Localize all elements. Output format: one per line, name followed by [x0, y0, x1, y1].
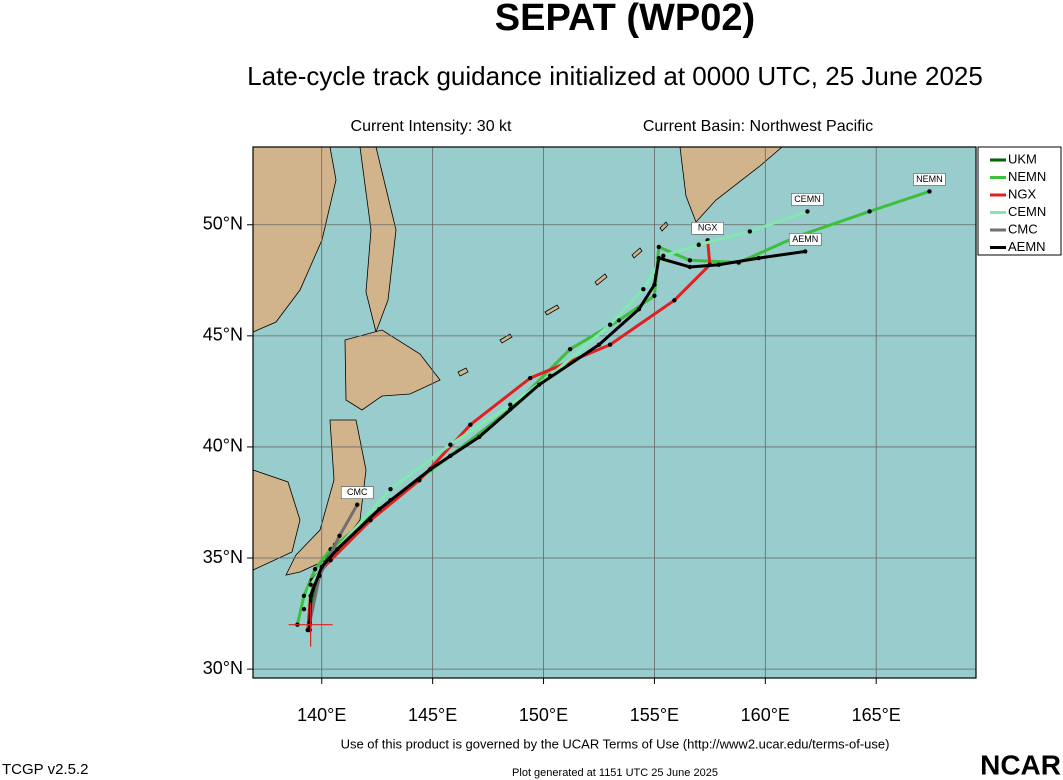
legend-label: NEMN — [1008, 169, 1046, 184]
track-point — [448, 442, 453, 447]
track-point — [756, 255, 761, 261]
track-point — [335, 546, 340, 552]
track-point — [307, 627, 312, 633]
track-point — [656, 244, 662, 250]
track-point — [428, 466, 433, 472]
track-point — [747, 229, 752, 234]
track-point — [377, 506, 382, 512]
x-tick-label: 140°E — [297, 705, 346, 725]
track-point — [641, 286, 646, 292]
terms: Use of this product is governed by the U… — [341, 736, 890, 751]
legend-label: UKM — [1008, 151, 1037, 166]
track-point — [337, 533, 342, 539]
track-label: AEMN — [792, 234, 818, 244]
x-tick-label: 155°E — [630, 705, 679, 725]
track-point — [301, 606, 307, 612]
track-point — [803, 249, 808, 254]
track-point — [468, 422, 473, 427]
legend: UKM NEMN NGX CEMN CMC AEMN — [977, 146, 1062, 256]
track-label: CEMN — [794, 194, 821, 204]
logo: NCAR — [980, 749, 1061, 780]
track-point — [388, 486, 393, 492]
track-point — [661, 253, 666, 259]
track-line — [295, 190, 930, 626]
track-point — [687, 264, 693, 270]
track-point — [652, 282, 657, 287]
track-point — [312, 566, 318, 572]
y-tick-label: 40°N — [203, 436, 243, 456]
track-point — [687, 258, 693, 263]
track-label-box — [788, 233, 822, 246]
track-point — [696, 242, 701, 247]
x-tick-label: 145°E — [408, 705, 457, 725]
y-tick-label: 45°N — [203, 325, 243, 345]
legend-label: CMC — [1008, 221, 1038, 236]
y-tick-label: 35°N — [203, 547, 243, 567]
track-point — [528, 375, 533, 381]
track-point — [596, 342, 602, 347]
subtitle: Late-cycle track guidance initialized at… — [247, 61, 983, 91]
track-point — [607, 342, 613, 347]
intensity: Current Intensity: 30 kt — [351, 118, 513, 135]
track-label: NGX — [698, 223, 718, 233]
y-tick-label: 50°N — [203, 214, 243, 234]
track-point — [508, 402, 513, 407]
track-point — [567, 346, 573, 352]
x-tick-label: 160°E — [741, 705, 790, 725]
track-point — [355, 502, 360, 507]
track-point — [301, 593, 307, 598]
track-point — [867, 209, 872, 214]
version: TCGP v2.5.2 — [2, 761, 88, 778]
track-point — [927, 189, 932, 194]
track-point — [536, 382, 542, 387]
legend-label: AEMN — [1008, 239, 1046, 254]
track-label: NEMN — [916, 174, 943, 184]
track-label-box — [340, 486, 374, 500]
track-point — [656, 255, 662, 261]
title: SEPAT (WP02) — [495, 0, 755, 39]
plot-area: NEMN NGX CEMN CMC AEMN — [247, 147, 976, 684]
track-label: CMC — [347, 487, 368, 497]
legend-label: CEMN — [1008, 204, 1046, 219]
track-point — [308, 582, 313, 587]
plot-frame — [252, 146, 977, 679]
y-tick-label: 30°N — [203, 658, 243, 678]
track-point — [607, 322, 613, 327]
legend-label: NGX — [1008, 186, 1037, 201]
track-point — [319, 564, 324, 570]
track-point — [805, 209, 810, 214]
track-point — [672, 298, 677, 303]
track-label-box — [791, 193, 824, 206]
track-point — [477, 434, 482, 440]
ocean — [253, 147, 976, 678]
legend-box — [977, 146, 1062, 256]
track-label-box — [691, 222, 724, 235]
generated: Plot generated at 1151 UTC 25 June 2025 — [512, 767, 718, 779]
basin: Current Basin: Northwest Pacific — [643, 118, 873, 135]
track-point — [616, 318, 622, 323]
track-point — [636, 306, 642, 312]
track-point — [308, 593, 313, 598]
track-point — [652, 293, 657, 299]
x-tick-label: 150°E — [519, 705, 568, 725]
track-point — [716, 262, 721, 267]
track-line — [308, 249, 806, 631]
track-label-box — [913, 173, 946, 186]
x-tick-label: 165°E — [852, 705, 901, 725]
